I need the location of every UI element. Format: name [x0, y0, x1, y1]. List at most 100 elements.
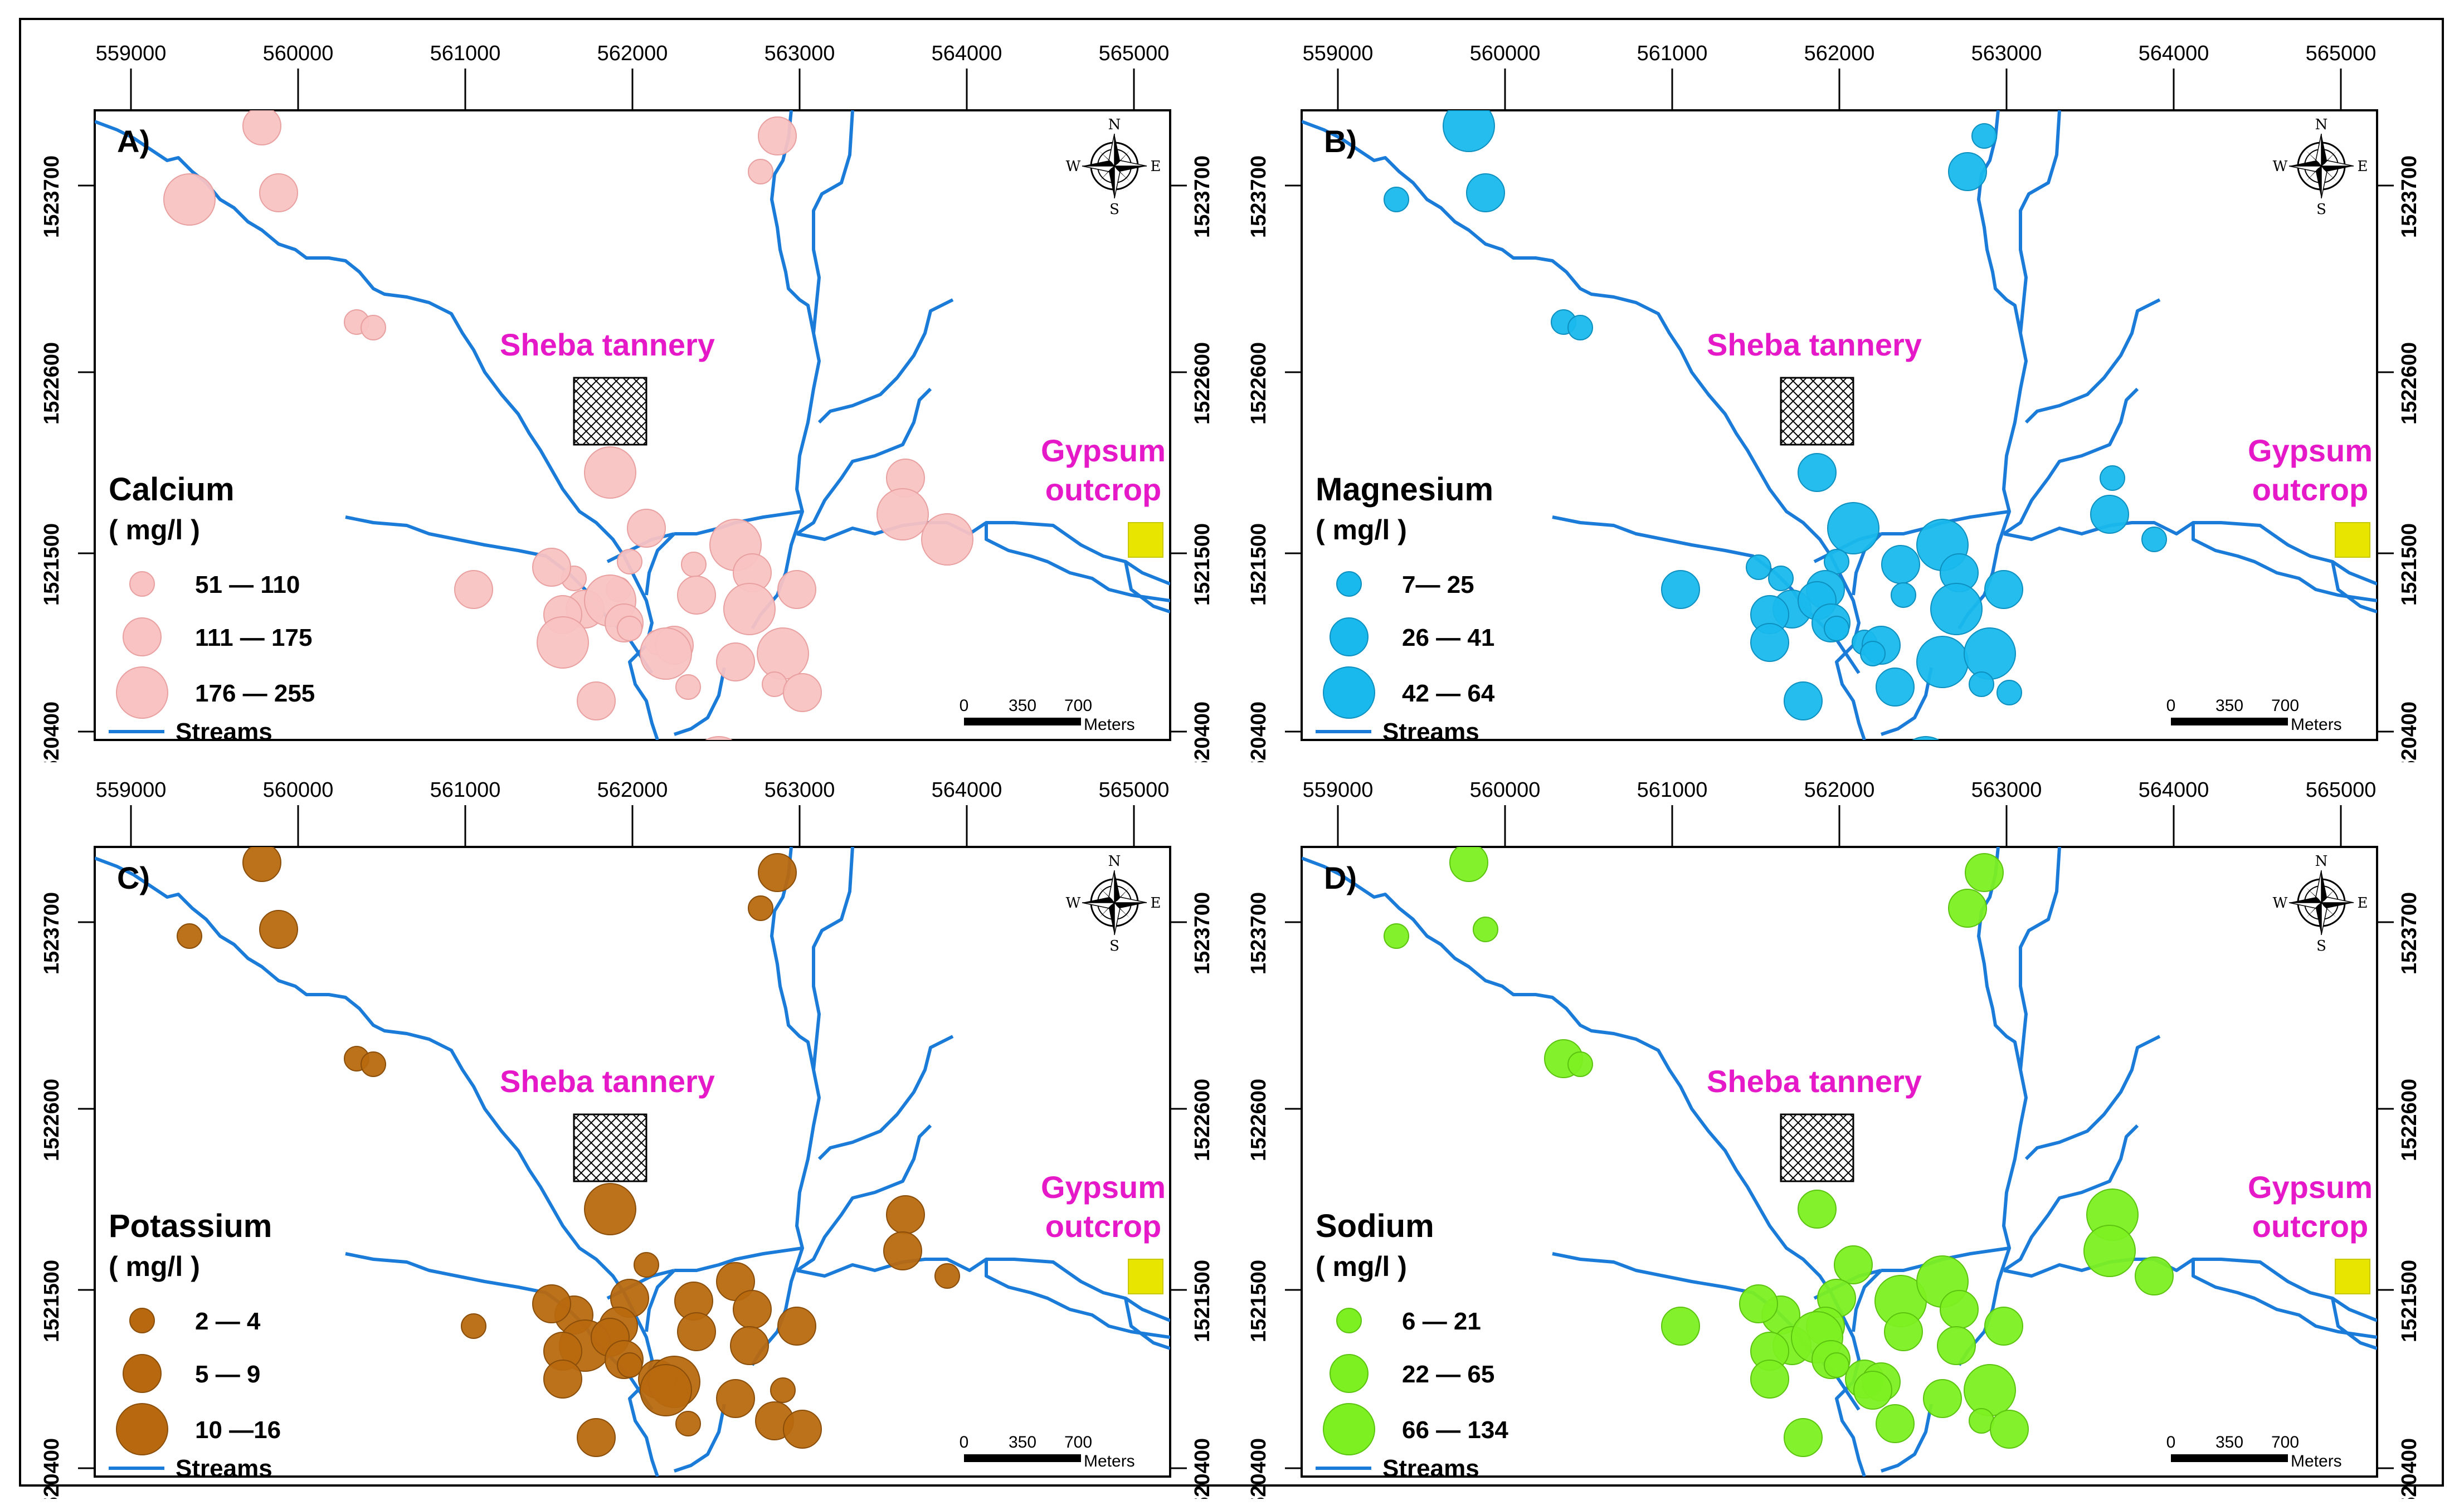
svg-text:Meters: Meters: [2291, 715, 2342, 734]
svg-text:350: 350: [1009, 696, 1036, 715]
stream-line: [1977, 847, 2022, 1070]
stream-line: [1124, 561, 1170, 613]
sample-point: [777, 1307, 816, 1346]
sample-point: [259, 910, 298, 949]
y-tick-label-right: 1523700: [2398, 892, 2421, 975]
legend-class-label: 66 — 134: [1402, 1416, 1508, 1444]
svg-text:0: 0: [960, 1433, 969, 1451]
legend-symbol: [116, 1403, 168, 1455]
legend-units: ( mg/l ): [1316, 1251, 1407, 1282]
x-tick-label: 559000: [1303, 42, 1374, 65]
legend-symbol: [129, 1308, 155, 1333]
sample-point: [921, 513, 973, 566]
x-tick-label: 562000: [1804, 42, 1875, 65]
outcrop-label: outcrop: [2252, 1209, 2368, 1244]
stream-line: [1881, 1404, 1933, 1473]
legend-symbol: [123, 1354, 162, 1393]
stream-line: [751, 847, 854, 1366]
stream-line: [1124, 1298, 1170, 1350]
x-tick-label: 562000: [597, 42, 668, 65]
sample-point: [1907, 1480, 1945, 1499]
x-tick-label: 559000: [96, 778, 167, 802]
y-tick-label-right: 1522600: [2398, 1079, 2421, 1161]
stream-line: [2003, 1124, 2139, 1272]
sample-point: [733, 1290, 772, 1329]
legend-symbol: [1336, 1308, 1362, 1333]
sample-point: [163, 173, 216, 226]
sheba-tannery-symbol: [573, 377, 647, 446]
panel-label: A): [117, 124, 150, 159]
y-tick-label-right: 1521500: [1191, 523, 1214, 606]
sample-point: [707, 1487, 731, 1499]
x-tick-label: 561000: [1637, 42, 1708, 65]
svg-text:Meters: Meters: [1084, 1452, 1135, 1470]
stream-line: [1977, 110, 2022, 334]
legend-class-label: 176 — 255: [195, 680, 315, 707]
sample-point: [543, 1360, 582, 1399]
sample-point: [758, 853, 797, 892]
sample-point: [617, 549, 642, 574]
sample-point: [613, 743, 651, 762]
sample-point: [1661, 570, 1700, 609]
sample-point: [1969, 671, 1994, 697]
gypsum-label: Gypsum: [1041, 1170, 1166, 1205]
stream-line: [796, 521, 1170, 586]
svg-text:N: N: [1108, 116, 1121, 133]
sample-point: [259, 173, 298, 212]
gypsum-outcrop-symbol: [1128, 1259, 1163, 1294]
y-tick-label-right: 1521500: [2398, 523, 2421, 606]
svg-text:350: 350: [1009, 1433, 1036, 1451]
sheba-tannery-symbol: [1780, 1113, 1854, 1182]
legend-units: ( mg/l ): [1316, 514, 1407, 545]
sample-point: [1930, 583, 1983, 635]
x-tick-label: 565000: [2306, 42, 2377, 65]
sample-point: [584, 446, 636, 499]
sample-point: [361, 315, 386, 340]
svg-text:0: 0: [2166, 1433, 2176, 1451]
legend-streams-label: Streams: [176, 718, 272, 746]
x-tick-label: 564000: [2139, 778, 2209, 802]
sheba-tannery-label: Sheba tannery: [1707, 1064, 1922, 1099]
x-tick-label: 560000: [1470, 42, 1541, 65]
sample-point: [2083, 1225, 2136, 1277]
y-tick-label-left: 1521500: [1247, 1260, 1270, 1342]
stream-line: [2331, 561, 2377, 613]
sample-point: [242, 847, 281, 882]
map-content: Sheba tannery Gypsum outcrop C) N S E W Potassiu…: [95, 847, 1170, 1499]
legend-class-label: 5 — 9: [195, 1361, 260, 1388]
x-tick-label: 562000: [1804, 778, 1875, 802]
sample-point: [1824, 1352, 1849, 1378]
panel-label: B): [1324, 124, 1357, 159]
sample-point: [1466, 173, 1505, 212]
svg-text:S: S: [1109, 938, 1119, 954]
stream-line: [985, 523, 1170, 602]
sample-point: [758, 116, 797, 155]
x-tick-label: 560000: [1470, 778, 1541, 802]
y-tick-label-left: 1520400: [40, 1438, 64, 1499]
sample-point: [1891, 582, 1916, 608]
sample-point: [716, 1379, 755, 1418]
svg-text:700: 700: [1064, 696, 1092, 715]
svg-text:E: E: [2358, 158, 2368, 175]
sample-point: [537, 616, 589, 669]
sample-point: [757, 627, 809, 680]
svg-text:W: W: [2273, 895, 2288, 912]
svg-text:W: W: [1066, 895, 1081, 912]
sample-point: [617, 1352, 642, 1378]
sample-point: [1964, 627, 2016, 680]
svg-text:E: E: [1151, 895, 1161, 912]
sample-point: [584, 1183, 636, 1235]
sample-point: [1971, 123, 1997, 149]
y-tick-label-right: 1523700: [1191, 892, 1214, 975]
x-tick-label: 559000: [96, 42, 167, 65]
sample-point: [1916, 636, 1969, 688]
sample-point: [1784, 681, 1823, 720]
sheba-tannery-label: Sheba tannery: [1707, 327, 1922, 362]
stream-line: [1852, 1269, 1883, 1332]
x-tick-label: 559000: [1303, 778, 1374, 802]
sample-point: [1860, 641, 1886, 666]
legend-units: ( mg/l ): [109, 1251, 200, 1282]
y-tick-label-right: 1520400: [2398, 1438, 2421, 1499]
legend-streams-label: Streams: [1382, 718, 1479, 746]
